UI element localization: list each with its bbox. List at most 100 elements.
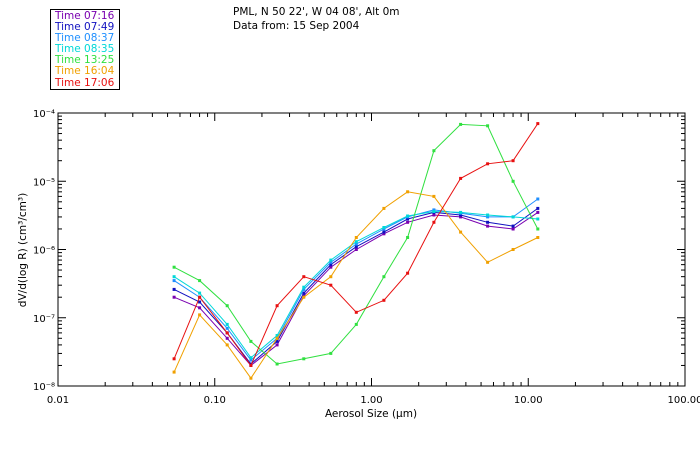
data-point: [225, 322, 229, 326]
series-line: [173, 211, 539, 367]
data-point: [249, 356, 253, 360]
data-point: [172, 265, 176, 269]
data-point: [249, 364, 253, 367]
y-tick-label: 10⁻⁸: [33, 382, 55, 393]
data-point: [459, 176, 463, 180]
y-tick-label: 10⁻⁶: [33, 246, 55, 257]
data-point: [486, 162, 490, 166]
data-point: [225, 343, 229, 347]
data-point: [459, 122, 463, 126]
data-point: [536, 206, 540, 210]
data-point: [198, 279, 202, 283]
data-point: [225, 304, 229, 308]
data-point: [354, 310, 358, 314]
data-point: [406, 220, 410, 224]
data-point: [536, 227, 540, 231]
legend-item: Time 17:06: [55, 76, 115, 89]
data-point: [329, 351, 333, 355]
series-line: [173, 198, 539, 361]
data-point: [172, 370, 176, 374]
data-point: [432, 208, 436, 212]
series-group: [172, 206, 540, 366]
series-line: [173, 210, 538, 359]
data-point: [382, 206, 386, 210]
data-point: [329, 260, 333, 264]
data-point: [172, 295, 176, 299]
chart-location: PML, N 50 22', W 04 08', Alt 0m: [233, 6, 400, 18]
data-point: [406, 271, 410, 275]
data-point: [382, 298, 386, 302]
data-point: [302, 291, 306, 295]
legend-item: Time 08:35: [55, 43, 115, 56]
data-point: [329, 263, 333, 267]
legend: Time 07:16 Time 07:49 Time 08:37 Time 08…: [50, 9, 120, 90]
data-point: [275, 339, 279, 343]
data-point: [486, 220, 490, 224]
data-point: [382, 230, 386, 234]
data-point: [329, 258, 333, 262]
data-point: [275, 336, 279, 340]
x-tick-label: 1.00: [360, 395, 382, 406]
data-point: [511, 179, 515, 183]
data-point: [354, 248, 358, 251]
data-point: [198, 291, 202, 295]
data-point: [172, 279, 176, 283]
data-point: [511, 227, 515, 231]
y-axis-label: dV/d(log R) (cm³/cm³): [17, 193, 29, 307]
data-point: [536, 197, 540, 201]
data-point: [486, 260, 490, 264]
data-point: [486, 213, 490, 217]
legend-item: Time 16:04: [55, 65, 115, 78]
data-point: [198, 313, 202, 317]
y-tick-label: 10⁻⁵: [33, 177, 55, 188]
data-point: [406, 236, 410, 239]
data-point: [486, 124, 490, 128]
data-point: [432, 210, 436, 213]
data-point: [354, 240, 358, 244]
data-point: [459, 213, 463, 217]
chart-date: Data from: 15 Sep 2004: [233, 20, 360, 32]
data-point: [432, 194, 436, 198]
data-point: [536, 210, 540, 214]
data-point: [486, 224, 490, 228]
data-point: [511, 215, 515, 219]
data-point: [275, 362, 279, 366]
data-point: [275, 304, 279, 308]
axis-ticks: 0.01 0.10 1.00 10.00 100.00 10⁻⁸ 10⁻⁷ 10⁻⁶ 10⁻⁵ 1…: [33, 109, 700, 406]
x-tick-label: 0.01: [47, 395, 69, 406]
data-point: [382, 275, 386, 279]
series-line: [173, 191, 539, 380]
data-point: [459, 215, 463, 219]
data-point: [172, 275, 176, 279]
data-point: [406, 190, 410, 194]
x-tick-label: 100.00: [668, 395, 700, 406]
x-tick-label: 0.10: [204, 395, 226, 406]
series-group: [172, 210, 540, 367]
data-point: [536, 122, 540, 126]
data-point: [382, 226, 386, 229]
plot-frame: [57, 112, 686, 387]
legend-item: Time 07:16: [55, 10, 115, 22]
data-point: [406, 217, 410, 221]
data-point: [172, 287, 176, 291]
data-point: [249, 339, 253, 343]
legend-item: Time 08:37: [55, 32, 115, 45]
data-point: [198, 300, 202, 304]
data-point: [432, 220, 436, 224]
data-point: [511, 159, 515, 163]
series-group: [172, 190, 540, 380]
data-point: [354, 245, 358, 249]
data-point: [225, 336, 229, 340]
data-point: [302, 285, 306, 289]
data-point: [382, 232, 386, 236]
series-group: [172, 122, 540, 366]
data-point: [275, 343, 279, 347]
data-point: [249, 376, 253, 380]
data-point: [198, 295, 202, 299]
data-point: [302, 287, 306, 291]
data-point: [302, 295, 306, 299]
data-point: [459, 210, 463, 214]
data-point: [432, 149, 436, 153]
legend-item: Time 07:49: [55, 21, 115, 34]
